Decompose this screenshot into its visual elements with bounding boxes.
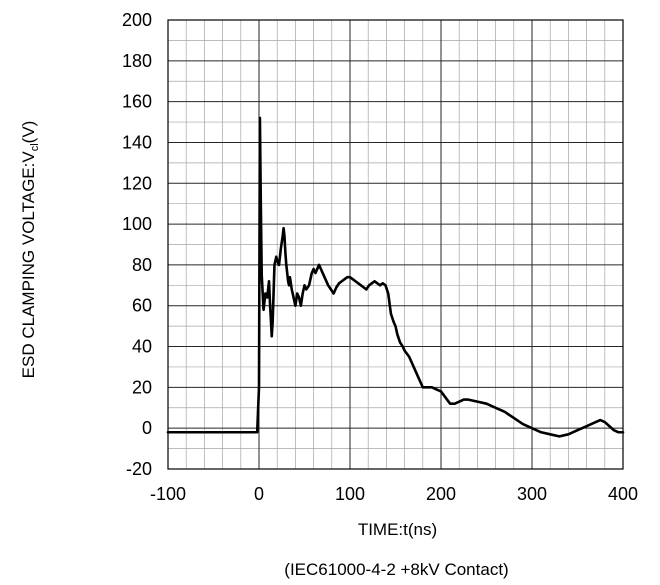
y-tick-label: 120 [122, 173, 152, 193]
y-tick-label: 80 [132, 255, 152, 275]
chart-subtitle: (IEC61000-4-2 +8kV Contact) [284, 560, 508, 579]
x-axis-label: TIME:t(ns) [358, 520, 437, 539]
y-axis-label-suffix: (V) [19, 121, 38, 144]
series-layer [166, 116, 625, 438]
y-tick-label: 180 [122, 51, 152, 71]
x-tick-label: 0 [254, 484, 264, 504]
series-line [166, 116, 625, 438]
plot-frame [167, 19, 624, 470]
y-tick-label: 200 [122, 10, 152, 30]
x-tick-label: 300 [517, 484, 547, 504]
x-tick-label: 100 [335, 484, 365, 504]
y-axis-label-main: ESD CLAMPING VOLTAGE:V [19, 151, 38, 379]
y-tick-label: -20 [126, 459, 152, 479]
x-tick-label: 400 [608, 484, 638, 504]
y-tick-label: 20 [132, 377, 152, 397]
y-axis-label-subscript: cl [29, 143, 41, 151]
x-tick-label: 200 [426, 484, 456, 504]
y-tick-labels: -20 0 20 40 60 80 100 120 140 160 180 200 [122, 10, 152, 479]
y-tick-label: 60 [132, 296, 152, 316]
y-tick-label: 0 [142, 418, 152, 438]
y-tick-label: 100 [122, 214, 152, 234]
y-tick-label: 40 [132, 337, 152, 357]
y-tick-label: 160 [122, 92, 152, 112]
y-tick-label: 140 [122, 132, 152, 152]
x-tick-labels: -100 0 100 200 300 400 [150, 484, 638, 504]
minor-grid [168, 20, 623, 469]
x-tick-label: -100 [150, 484, 186, 504]
y-axis-label: ESD CLAMPING VOLTAGE:Vcl(V) [19, 121, 41, 379]
